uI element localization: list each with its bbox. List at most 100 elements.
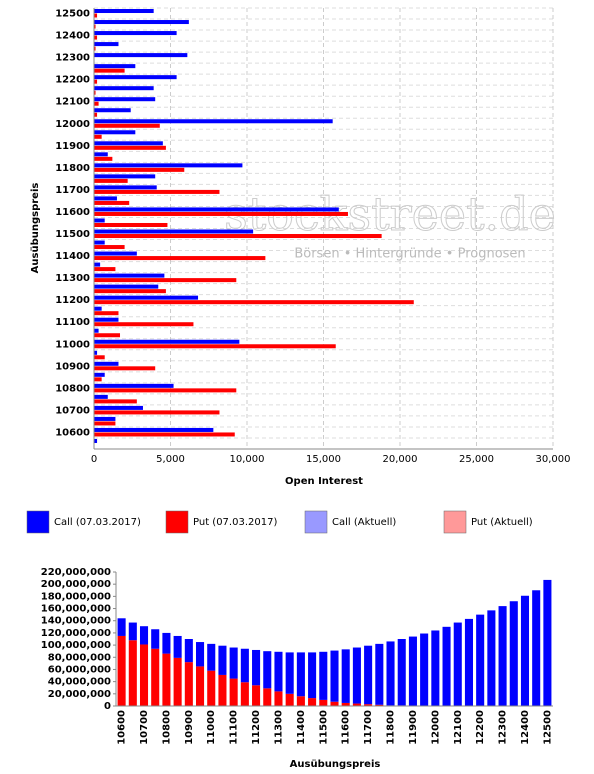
bar-segment	[442, 626, 451, 706]
x-tick-label: 10700	[139, 710, 150, 745]
bar-segment	[520, 595, 530, 706]
bar-segment	[151, 648, 160, 706]
bar-segment	[139, 626, 149, 645]
y-tick-label: 120,000,000	[41, 628, 111, 639]
y-tick-label: 12100	[55, 97, 90, 108]
y-tick-label: 12400	[55, 31, 90, 42]
legend-label: Call (07.03.2017)	[54, 517, 141, 528]
bar-segment	[532, 590, 541, 706]
y-tick-label: 11700	[55, 185, 90, 196]
bar	[94, 90, 96, 95]
x-tick-label: 12100	[453, 710, 464, 745]
bar	[94, 377, 102, 382]
bar-segment	[397, 639, 406, 706]
x-tick-label: 12200	[475, 710, 486, 745]
y-tick-label: 11400	[55, 251, 90, 262]
bar	[94, 174, 156, 179]
bar-segment	[218, 645, 227, 675]
x-tick-label: 12500	[542, 710, 553, 745]
x-tick-label: 10800	[161, 710, 172, 745]
y-tick-label: 10600	[55, 427, 90, 438]
bar-segment	[252, 649, 261, 686]
bar	[94, 366, 156, 371]
bar	[94, 416, 116, 421]
bar	[94, 245, 125, 250]
bar	[94, 13, 98, 18]
bar-segment	[509, 601, 518, 706]
bar	[94, 196, 117, 201]
bar-segment	[274, 651, 283, 692]
bar	[94, 322, 194, 327]
y-tick-label: 100,000,000	[41, 640, 111, 651]
bar	[94, 222, 168, 227]
bar-segment	[476, 614, 485, 706]
y-axis-title: Ausübungspreis	[30, 183, 41, 274]
x-tick-label: 12300	[498, 710, 509, 745]
x-tick-label: 10900	[184, 710, 195, 745]
y-tick-label: 200,000,000	[41, 579, 111, 590]
bar	[94, 141, 163, 146]
y-tick-label: 20,000,000	[48, 689, 111, 700]
bar	[94, 189, 220, 194]
bar	[94, 75, 177, 80]
y-tick-label: 140,000,000	[41, 616, 111, 627]
bar-segment	[431, 630, 440, 706]
bar	[94, 421, 116, 426]
bar-segment	[252, 685, 261, 706]
bar-segment	[308, 652, 317, 699]
x-tick-label: 12000	[430, 710, 441, 745]
legend-swatch	[165, 510, 189, 534]
bar	[94, 372, 105, 377]
bar	[94, 229, 254, 234]
bar-segment	[173, 657, 182, 706]
bar-segment	[117, 618, 126, 636]
bar	[94, 273, 165, 278]
bar	[94, 68, 125, 73]
x-axis-title: Ausübungspreis	[290, 759, 381, 770]
bar	[94, 101, 99, 106]
bar-segment	[128, 622, 137, 641]
bar-segment	[184, 662, 193, 706]
legend-swatch	[304, 510, 328, 534]
y-tick-label: 12500	[55, 9, 90, 20]
bar	[94, 256, 266, 261]
x-tick-label: 30,000	[536, 454, 571, 465]
x-tick-label: 25,000	[459, 454, 494, 465]
bar	[94, 355, 105, 360]
bar	[94, 200, 130, 205]
bar-segment	[207, 643, 216, 671]
x-tick-label: 10600	[117, 710, 128, 745]
bar-segment	[330, 650, 339, 702]
bar	[94, 123, 160, 128]
bar-segment	[196, 666, 205, 706]
y-tick-label: 180,000,000	[41, 591, 111, 602]
bar-segment	[543, 579, 552, 706]
x-tick-label: 11000	[206, 710, 217, 745]
bar	[94, 317, 119, 322]
legend-label: Put (Aktuell)	[471, 517, 533, 528]
bar	[94, 405, 143, 410]
bar	[94, 399, 137, 404]
bar-segment	[453, 622, 462, 706]
bar	[94, 344, 336, 349]
legend-label: Put (07.03.2017)	[193, 517, 277, 528]
bar	[94, 53, 188, 58]
bar	[94, 278, 237, 283]
bar-segment	[218, 674, 227, 706]
bar	[94, 295, 199, 300]
legend-label: Call (Aktuell)	[332, 517, 396, 528]
legend-swatch	[443, 510, 467, 534]
y-tick-label: 11800	[55, 163, 90, 174]
bar	[94, 432, 235, 437]
y-tick-label: 40,000,000	[48, 677, 111, 688]
bar	[94, 394, 108, 399]
bar-segment	[352, 647, 361, 704]
x-tick-label: 11400	[296, 710, 307, 745]
bar-segment	[162, 632, 171, 654]
x-tick-label: 5,000	[156, 454, 185, 465]
bar-segment	[375, 704, 384, 706]
bar	[94, 152, 108, 157]
bar-segment	[196, 642, 205, 667]
bar-segment	[173, 635, 182, 658]
